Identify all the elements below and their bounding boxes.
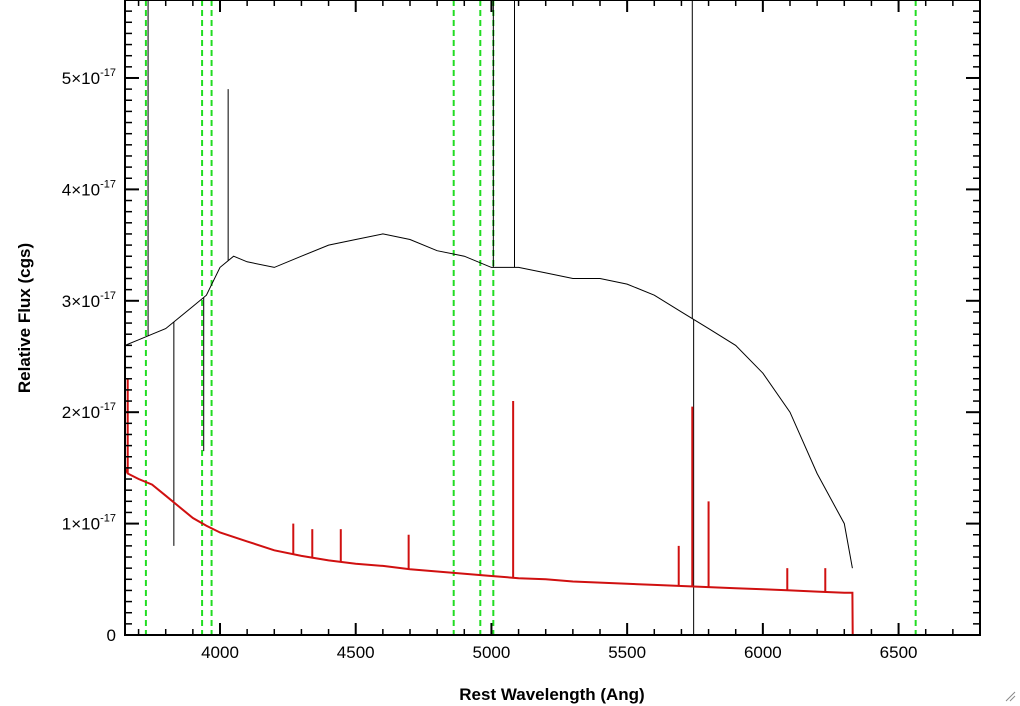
series-layer: [124, 0, 980, 636]
x-tick-label-4: 6000: [744, 643, 782, 662]
y-tick-label-1: 1×10-17: [62, 513, 116, 534]
y-tick-label-2: 2×10-17: [62, 401, 116, 422]
plot-frame: [124, 0, 981, 636]
x-tick-label-0: 4000: [201, 643, 239, 662]
x-tick-label-5: 6500: [880, 643, 918, 662]
reference-lines: [144, 0, 917, 635]
x-tick-label-1: 4500: [337, 643, 375, 662]
x-tick-label-3: 5500: [608, 643, 646, 662]
x-axis-title: Rest Wavelength (Ang): [459, 685, 644, 704]
y-tick-label-0: 0: [107, 626, 116, 645]
series-1-line: [124, 467, 980, 636]
x-tick-label-2: 5000: [473, 643, 511, 662]
y-axis-ticks: 0 1×10-17 2×10-17 3×10-17 4×10-17 5×10-17: [62, 10, 980, 645]
y-axis-title: Relative Flux (cgs): [15, 243, 34, 393]
y-tick-label-5: 5×10-17: [62, 67, 116, 88]
y-tick-label-4: 4×10-17: [62, 178, 116, 199]
x-axis-ticks: 4000 4500 5000 5500 6000 6500: [137, 0, 981, 662]
y-tick-label-3: 3×10-17: [62, 290, 116, 311]
series-0-line: [124, 233, 853, 569]
resize-grip-icon[interactable]: [1004, 690, 1016, 702]
